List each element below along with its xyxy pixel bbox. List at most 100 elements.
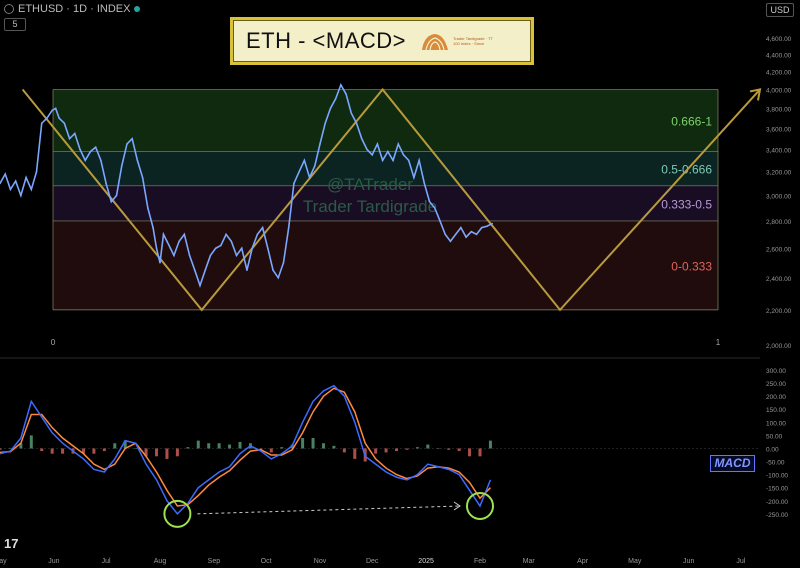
symbol-header[interactable]: ETHUSD · 1D · INDEX xyxy=(4,3,141,15)
price-point-76 xyxy=(381,159,384,162)
price-point-26 xyxy=(131,137,133,140)
macd-tick-3: 150.00 xyxy=(766,407,786,414)
price-point-18 xyxy=(89,150,92,153)
price-point-13 xyxy=(63,122,66,125)
zigzag-projection xyxy=(21,87,762,312)
macd-hist-bar-21 xyxy=(217,443,221,449)
price-point-27 xyxy=(136,159,139,162)
price-point-8 xyxy=(40,122,43,125)
currency-button[interactable]: USD xyxy=(766,3,794,17)
price-point-32 xyxy=(159,261,161,264)
macd-hist-bar-17 xyxy=(175,448,179,457)
price-point-43 xyxy=(209,254,212,257)
price-point-71 xyxy=(355,122,358,125)
watermark-line2: Trader Tardigrade xyxy=(303,197,437,216)
macd-hist-bar-26 xyxy=(269,448,273,453)
price-point-53 xyxy=(261,226,264,229)
divergence-arrowhead xyxy=(453,501,461,511)
watermark-line1: @TATrader xyxy=(327,175,413,194)
fib-label-2: 0.333-0.5 xyxy=(661,197,712,211)
fib-label-0: 0.666-1 xyxy=(671,115,712,129)
market-status-icon xyxy=(134,6,141,12)
price-point-36 xyxy=(173,254,175,257)
interval-button[interactable]: 5 xyxy=(4,18,26,31)
price-tick-6: 3,400.00 xyxy=(766,147,792,154)
price-point-11 xyxy=(54,107,57,110)
price-point-12 xyxy=(58,117,60,119)
price-point-95 xyxy=(480,226,483,229)
macd-hist-bar-34 xyxy=(353,448,357,459)
price-point-75 xyxy=(376,143,379,145)
price-point-3 xyxy=(14,180,17,182)
price-point-16 xyxy=(79,148,81,151)
tradingview-logo[interactable]: 17 xyxy=(4,536,19,551)
time-tick-0: May xyxy=(0,558,7,565)
macd-line xyxy=(0,384,492,515)
price-point-84 xyxy=(423,182,426,185)
logo-text: Trader Tardigrade · TT 100 Index · Since xyxy=(453,36,493,46)
price-series xyxy=(0,82,493,289)
fib-label-3: 0-0.333 xyxy=(671,259,712,273)
price-point-70 xyxy=(350,112,353,115)
price-point-54 xyxy=(267,247,269,250)
macd-tick-2: 200.00 xyxy=(766,394,786,401)
macd-hist-bar-47 xyxy=(488,440,492,449)
macd-hist-bar-45 xyxy=(468,448,472,457)
macd-hist-bar-42 xyxy=(436,448,440,449)
macd-hist-bar-33 xyxy=(342,448,346,453)
price-point-28 xyxy=(141,176,144,179)
fib-zone-2 xyxy=(53,185,718,221)
macd-hist-bar-39 xyxy=(405,448,409,450)
price-point-41 xyxy=(199,284,201,287)
price-point-31 xyxy=(155,247,158,250)
price-point-68 xyxy=(340,84,342,86)
price-point-37 xyxy=(178,240,180,243)
fib-zone-1 xyxy=(53,151,718,186)
zigzag-line xyxy=(21,87,761,312)
macd-hist-bar-3 xyxy=(29,435,33,449)
macd-pane xyxy=(0,384,494,528)
price-point-66 xyxy=(329,107,332,110)
tardigrade-logo: Trader Tardigrade · TT 100 Index · Since xyxy=(420,30,493,52)
time-tick-7: Dec xyxy=(366,558,379,565)
price-point-67 xyxy=(334,97,337,100)
signal-line xyxy=(0,387,491,507)
price-point-62 xyxy=(308,176,311,179)
trough-circle-1 xyxy=(163,499,192,528)
price-point-42 xyxy=(204,269,207,271)
divergence-arrow xyxy=(197,505,461,515)
price-point-65 xyxy=(324,122,327,125)
time-axis[interactable]: May Jun Jul Aug Sep Oct Nov Dec 2025 Feb Mar Apr May… xyxy=(0,558,746,565)
price-tick-7: 3,200.00 xyxy=(766,170,792,177)
time-tick-12: May xyxy=(628,558,642,565)
price-point-72 xyxy=(360,137,363,140)
price-point-1 xyxy=(4,173,7,175)
macd-hist-bar-10 xyxy=(102,448,106,452)
macd-hist-bar-12 xyxy=(123,440,127,449)
price-tick-10: 2,600.00 xyxy=(766,246,792,253)
time-tick-1: Jun xyxy=(48,558,59,565)
price-point-85 xyxy=(428,200,431,203)
time-tick-13: Jun xyxy=(683,558,694,565)
price-point-63 xyxy=(313,165,316,167)
price-point-80 xyxy=(402,154,405,156)
macd-hist-bar-20 xyxy=(207,443,211,449)
title-banner: ETH - <MACD> Trader Tardigrade · TT 100 … xyxy=(230,17,534,65)
macd-label: MACD xyxy=(710,455,755,472)
price-tick-4: 3,800.00 xyxy=(766,106,792,113)
macd-tick-1: 250.00 xyxy=(766,381,786,388)
price-axis[interactable]: 4,600.00 4,400.00 4,200.00 4,000.00 3,800.00… xyxy=(766,36,792,519)
price-point-35 xyxy=(169,247,172,250)
macd-tick-7: -50.00 xyxy=(766,460,785,467)
price-point-48 xyxy=(235,254,238,257)
price-point-55 xyxy=(272,269,274,271)
macd-tick-10: -200.00 xyxy=(766,499,788,506)
price-point-50 xyxy=(246,269,248,271)
price-point-60 xyxy=(298,170,300,173)
price-line xyxy=(0,82,493,289)
fib-end-label-1: 1 xyxy=(716,338,721,347)
collapse-icon[interactable] xyxy=(4,4,14,14)
price-point-22 xyxy=(110,200,113,203)
symbol-label: ETHUSD · 1D · INDEX xyxy=(18,3,131,15)
